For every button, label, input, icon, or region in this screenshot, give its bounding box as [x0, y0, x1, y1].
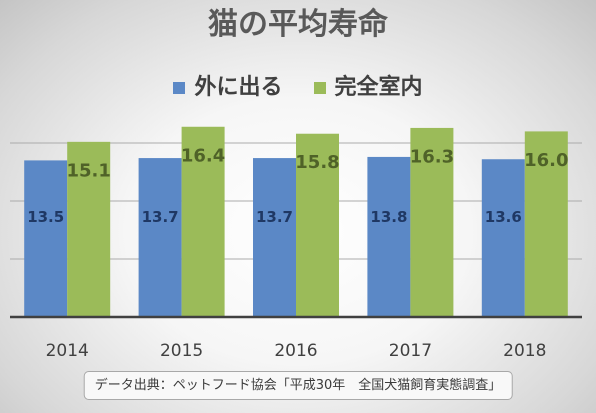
bar-series-1-2016: [253, 158, 296, 317]
data-labels: 13.5 13.7 13.7 13.8 13.6 15.1 16.4 15.8 16.3 16.0: [27, 145, 568, 226]
legend: 外に出る 完全室内: [0, 76, 596, 100]
x-tick-label-2018: 2018: [503, 341, 546, 361]
data-label-series-1-2017: 13.8: [370, 208, 407, 226]
bar-series-1-2018: [481, 159, 525, 317]
bar-series-1-2014: [24, 160, 68, 317]
x-tick-label-2016: 2016: [274, 341, 317, 361]
data-label-series-2-2015: 16.4: [181, 145, 225, 166]
legend-label-series-2: 完全室内: [334, 75, 423, 100]
x-tick-label-2015: 2015: [160, 341, 203, 361]
data-label-series-1-2016: 13.7: [256, 208, 293, 226]
data-label-series-1-2015: 13.7: [142, 208, 179, 226]
legend-swatch-series-1: [173, 82, 186, 94]
legend-item-series-1: 外に出る: [173, 75, 283, 100]
bar-series-2-2015: [181, 126, 225, 317]
x-axis-tick-labels: 2014 2015 2016 2017 2018: [46, 341, 547, 361]
data-label-series-2-2014: 15.1: [66, 160, 110, 181]
bar-series-1-2015: [138, 158, 182, 317]
bar-series-2-2018: [524, 131, 568, 317]
data-label-series-2-2018: 16.0: [524, 150, 568, 171]
x-tick-label-2017: 2017: [389, 341, 432, 361]
data-label-series-1-2018: 13.6: [485, 208, 522, 226]
legend-item-series-2: 完全室内: [313, 75, 423, 100]
bar-series-2-2017: [410, 127, 454, 317]
bar-series-1-2017: [367, 156, 411, 317]
data-label-series-2-2016: 15.8: [295, 152, 339, 173]
source-note: データ出典：ペットフード協会「平成30年 全国犬猫飼育実態調査」: [83, 371, 513, 400]
x-tick-label-2014: 2014: [46, 341, 89, 361]
legend-swatch-series-2: [313, 82, 326, 94]
data-label-series-1-2014: 13.5: [27, 208, 64, 226]
bar-series-2-2014: [67, 141, 111, 317]
data-label-series-2-2017: 16.3: [410, 146, 454, 167]
legend-label-series-1: 外に出る: [194, 75, 283, 100]
bar-series-2-2016: [296, 133, 339, 317]
bars: [24, 126, 568, 317]
chart-title: 猫の平均寿命: [208, 7, 388, 42]
